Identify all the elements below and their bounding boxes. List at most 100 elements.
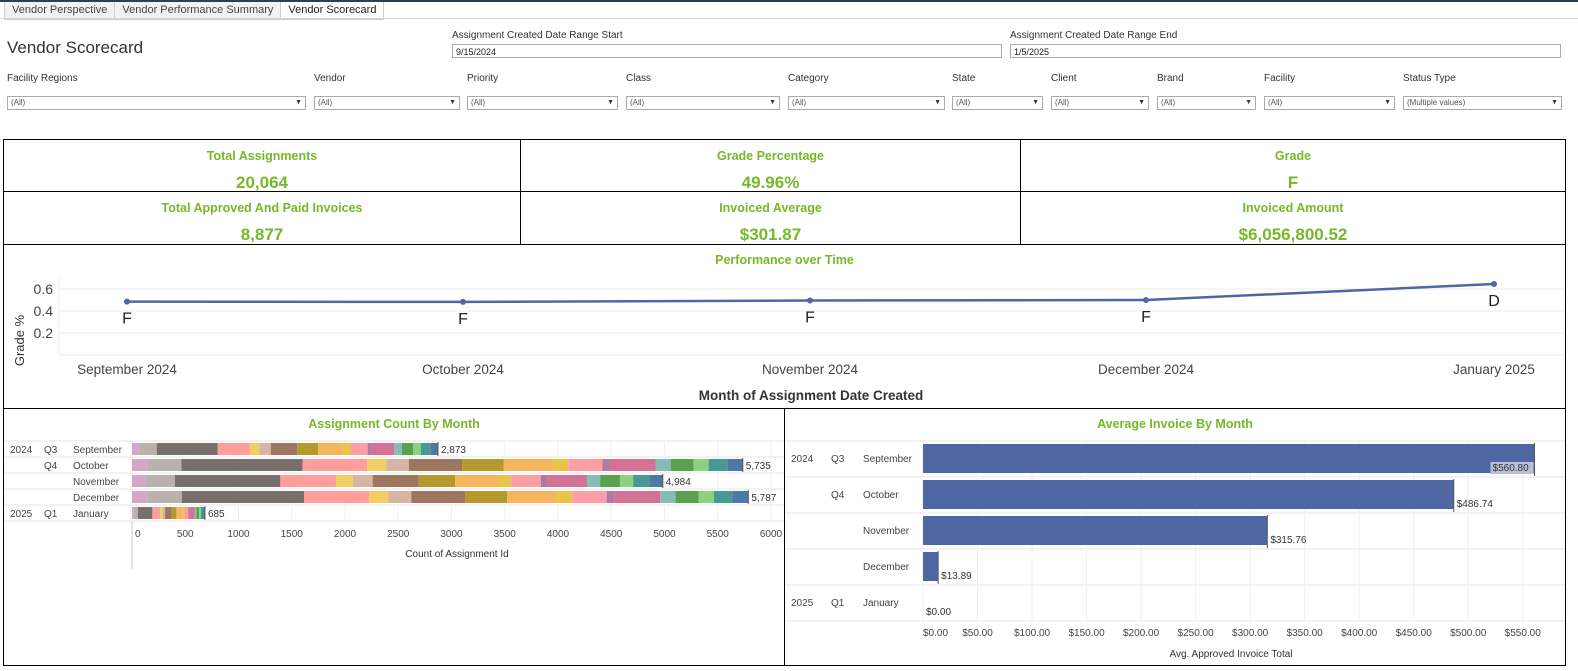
kpi-value: $301.87 — [739, 225, 802, 244]
chevron-down-icon: ▼ — [1245, 99, 1252, 106]
bar-segment — [727, 459, 743, 471]
data-point — [1491, 281, 1497, 288]
y-tick-label: 0.4 — [34, 303, 54, 319]
tab-vendor-scorecard[interactable]: Vendor Scorecard — [280, 2, 385, 20]
bar-segment — [196, 507, 200, 519]
bar-segment — [165, 507, 172, 519]
chevron-down-icon: ▼ — [1138, 99, 1145, 106]
bar-segment — [304, 491, 370, 503]
bar-segment — [372, 475, 419, 487]
bar-segment — [553, 459, 569, 471]
kpi-value: F — [1287, 173, 1299, 192]
bar-segment — [401, 443, 414, 455]
x-tick-label: $400.00 — [1341, 628, 1378, 639]
filter-priority-dropdown[interactable]: (All) ▼ — [467, 96, 618, 110]
chart-title: Performance over Time — [715, 253, 854, 267]
bar-segment — [132, 459, 148, 471]
bar-value-label: $0.00 — [926, 607, 951, 618]
filter-client-dropdown[interactable]: (All) ▼ — [1051, 96, 1149, 110]
filter-class-dropdown[interactable]: (All) ▼ — [626, 96, 780, 110]
dropdown-value: (All) — [630, 98, 645, 107]
bar — [923, 444, 1535, 473]
bar-segment — [394, 443, 402, 455]
assignment-count-chart: 0 500 1000 1500 2000 2500 3000 3500 4000 4500 5000… — [4, 440, 784, 569]
filter-state-dropdown[interactable]: (All) ▼ — [952, 96, 1043, 110]
filter-label-class: Class — [626, 73, 652, 84]
row-quarter-label: Q3 — [44, 445, 58, 456]
tab-vendor-performance-summary[interactable]: Vendor Performance Summary — [114, 2, 282, 20]
bar-segment — [600, 475, 620, 487]
bar-segment — [497, 475, 512, 487]
filter-status-type-dropdown[interactable]: (Multiple values) ▼ — [1403, 96, 1562, 110]
x-axis-label: Avg. Approved Invoice Total — [1169, 649, 1292, 660]
bar-value-label: 2,873 — [441, 445, 466, 456]
bar-segment — [619, 475, 634, 487]
sheet-tabs: Vendor Perspective Vendor Performance Su… — [4, 2, 385, 20]
bar-segment — [418, 475, 456, 487]
row-quarter-label: Q4 — [44, 461, 58, 472]
tab-divider — [0, 18, 1578, 19]
filter-facility-dropdown[interactable]: (All) ▼ — [1264, 96, 1395, 110]
filter-facility-regions-dropdown[interactable]: (All) ▼ — [7, 96, 306, 110]
x-tick-label: 1500 — [281, 529, 304, 540]
kpi-label: Grade Percentage — [717, 149, 824, 163]
bar-segment — [184, 507, 189, 519]
date-start-label: Assignment Created Date Range Start — [452, 30, 623, 41]
top-border — [0, 0, 1578, 2]
bar — [923, 516, 1268, 545]
filter-category-dropdown[interactable]: (All) ▼ — [788, 96, 945, 110]
row-month-label: January — [863, 598, 899, 609]
bar-segment — [540, 475, 548, 487]
x-tick-label: December 2024 — [1098, 362, 1195, 377]
x-tick-label: 0 — [135, 529, 141, 540]
bar-segment — [420, 443, 431, 455]
x-tick-label: $250.00 — [1178, 628, 1215, 639]
filter-label-facility-regions: Facility Regions — [7, 73, 78, 84]
bar-segment — [602, 459, 610, 471]
data-point — [807, 297, 813, 304]
kpi-grade: Grade F — [1020, 139, 1566, 192]
bar-segment — [336, 475, 353, 487]
chevron-down-icon: ▼ — [607, 99, 614, 106]
row-month-label: December — [863, 562, 910, 573]
x-tick-label: $0.00 — [923, 628, 948, 639]
row-month-label: November — [73, 477, 120, 488]
filter-label-facility: Facility — [1264, 73, 1296, 84]
dropdown-value: (All) — [792, 98, 807, 107]
bar-segment — [708, 459, 728, 471]
x-tick-label: 5000 — [653, 529, 676, 540]
chevron-down-icon: ▼ — [449, 99, 456, 106]
chevron-down-icon: ▼ — [934, 99, 941, 106]
kpi-grade-percentage: Grade Percentage 49.96% — [520, 139, 1021, 192]
filter-label-status-type: Status Type — [1403, 73, 1456, 84]
row-quarter-label: Q1 — [831, 598, 845, 609]
bar-segment — [200, 507, 204, 519]
bar-segment — [171, 507, 177, 519]
x-tick-label: $200.00 — [1123, 628, 1160, 639]
bar-segment — [511, 475, 541, 487]
bar-segment — [280, 475, 337, 487]
date-end-input[interactable]: 1/5/2025 — [1010, 44, 1561, 58]
bar-segment — [132, 475, 146, 487]
row-quarter-label: Q4 — [831, 490, 845, 501]
bar-segment — [371, 443, 395, 455]
bar-segment — [367, 459, 387, 471]
y-tick-label: 0.6 — [34, 281, 54, 297]
bar-segment — [408, 459, 463, 471]
date-start-input[interactable]: 9/15/2024 — [452, 44, 1002, 58]
bar-value-label: 5,787 — [751, 493, 776, 504]
filter-vendor-dropdown[interactable]: (All) ▼ — [314, 96, 460, 110]
kpi-value: 20,064 — [236, 173, 288, 192]
chart-title: Assignment Count By Month — [308, 417, 480, 431]
bar-value-label: $486.74 — [1457, 499, 1494, 510]
x-tick-label: 500 — [177, 529, 194, 540]
tab-vendor-perspective[interactable]: Vendor Perspective — [4, 2, 116, 20]
dropdown-value: (All) — [956, 98, 971, 107]
x-axis-label: Month of Assignment Date Created — [699, 388, 924, 403]
bar-segment — [556, 491, 573, 503]
bar-segment — [670, 459, 694, 471]
kpi-total-approved-paid-invoices: Total Approved And Paid Invoices 8,877 — [3, 191, 521, 245]
filter-brand-dropdown[interactable]: (All) ▼ — [1157, 96, 1256, 110]
bar-label-bg — [1490, 462, 1534, 474]
x-tick-label: $500.00 — [1450, 628, 1487, 639]
